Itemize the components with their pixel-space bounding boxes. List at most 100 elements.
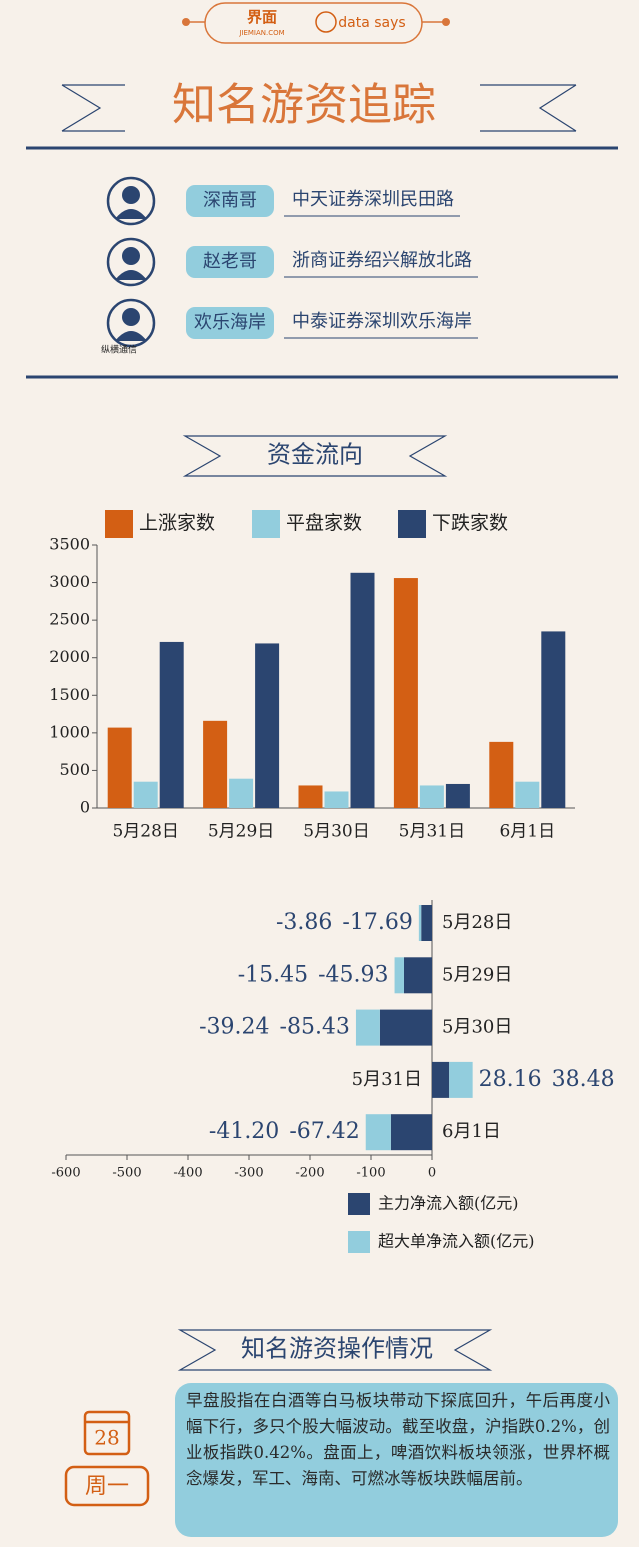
category-label: 5月29日	[442, 964, 512, 985]
category-label: 5月30日	[442, 1017, 512, 1038]
person-note: 纵横通信	[101, 344, 137, 356]
broker: 中泰证券深圳欢乐海岸	[292, 311, 472, 332]
bar	[421, 905, 432, 941]
x-tick-label: -600	[51, 1166, 80, 1181]
bar	[419, 785, 444, 808]
x-tick-label: -400	[173, 1166, 202, 1181]
x-tick-label: 5月29日	[208, 822, 274, 842]
person-name: 欢乐海岸	[194, 312, 266, 333]
section-frame	[177, 1329, 493, 1371]
legend-label: 下跌家数	[432, 512, 508, 534]
x-tick-label: 5月28日	[112, 822, 178, 842]
name-pill	[186, 307, 274, 339]
broker: 浙商证券绍兴解放北路	[292, 250, 472, 271]
avatar-body	[115, 209, 147, 219]
value-label: -15.45	[238, 962, 308, 987]
value-label: 38.48	[552, 1067, 615, 1092]
y-tick-label: 500	[59, 760, 90, 779]
x-tick-label: -200	[295, 1166, 324, 1181]
value-label: -67.42	[289, 1119, 359, 1144]
y-tick-label: 0	[80, 798, 90, 817]
value-label: -39.24	[199, 1015, 269, 1040]
x-tick-label: -500	[112, 1166, 141, 1181]
bar	[390, 1114, 432, 1151]
bar	[489, 741, 514, 808]
calendar	[83, 1410, 131, 1456]
bar	[365, 1114, 391, 1151]
x-tick-label: 6月1日	[499, 822, 555, 842]
bar	[298, 785, 323, 808]
bar	[255, 643, 280, 808]
avatar-head	[122, 247, 140, 265]
x-tick-label: -100	[356, 1166, 385, 1181]
bar	[449, 1061, 473, 1098]
legend-swatch	[105, 510, 133, 538]
bar	[355, 1009, 380, 1046]
x-tick-label: 5月31日	[399, 822, 465, 842]
bar	[379, 1009, 432, 1046]
value-label: -41.20	[209, 1119, 279, 1144]
logo-pill	[204, 2, 423, 44]
bar	[350, 572, 375, 808]
legend-label: 超大单净流入额(亿元)	[378, 1232, 535, 1251]
weekday-box	[64, 1465, 150, 1507]
y-tick-label: 2000	[49, 647, 90, 666]
tagline: data says	[338, 15, 405, 31]
operation-text: 早盘股指在白酒等白马板块带动下探底回升，午后再度小幅下行，多只个股大幅波动。截至…	[186, 1391, 610, 1488]
bar	[394, 957, 404, 994]
dot	[182, 18, 190, 26]
broker: 中天证券深圳民田路	[292, 189, 454, 210]
y-tick-label: 1000	[49, 722, 90, 741]
legend-label: 平盘家数	[286, 512, 362, 534]
section-title: 资金流向	[267, 441, 363, 469]
bar	[159, 641, 184, 808]
value-label: -3.86	[276, 910, 332, 935]
bar	[133, 781, 158, 808]
name-pill	[186, 185, 274, 217]
deco	[61, 84, 125, 132]
value-label: 28.16	[479, 1067, 542, 1092]
category-label: 5月28日	[442, 912, 512, 933]
name-pill	[186, 246, 274, 278]
deco	[480, 84, 577, 132]
dot	[442, 18, 450, 26]
y-tick-label: 3500	[49, 535, 90, 554]
x-tick-label: -300	[234, 1166, 263, 1181]
weekday: 周一	[85, 1474, 129, 1499]
day: 28	[94, 1426, 119, 1450]
avatar-body	[115, 270, 147, 280]
y-tick-label: 2500	[49, 610, 90, 629]
bar	[324, 791, 349, 808]
value-label: -17.69	[342, 910, 412, 935]
legend-swatch	[348, 1193, 370, 1215]
text-box	[175, 1383, 618, 1537]
bar	[107, 727, 132, 808]
bar	[229, 778, 254, 808]
person-name: 赵老哥	[203, 251, 257, 272]
value-label: -45.93	[318, 962, 388, 987]
category-label: 6月1日	[442, 1121, 501, 1142]
bar	[393, 578, 418, 808]
category-label: 5月31日	[352, 1069, 422, 1090]
x-tick-label: 5月30日	[303, 822, 369, 842]
person-name: 深南哥	[203, 190, 257, 211]
x-tick-label: 0	[428, 1166, 436, 1181]
legend-swatch	[252, 510, 280, 538]
site: JIEMIAN.COM	[238, 29, 284, 37]
bar	[445, 783, 470, 808]
bar	[203, 720, 228, 808]
title: 知名游资追踪	[172, 80, 436, 131]
y-tick-label: 3000	[49, 572, 90, 591]
legend-label: 主力净流入额(亿元)	[378, 1194, 519, 1213]
legend-label: 上涨家数	[139, 512, 215, 534]
section-frame	[182, 435, 448, 477]
bar	[541, 631, 566, 808]
legend-swatch	[348, 1231, 370, 1253]
legend-swatch	[398, 510, 426, 538]
value-label: -85.43	[280, 1015, 350, 1040]
bar	[403, 957, 432, 994]
section-title: 知名游资操作情况	[241, 1335, 433, 1363]
bar	[432, 1061, 450, 1098]
bar	[515, 781, 540, 808]
